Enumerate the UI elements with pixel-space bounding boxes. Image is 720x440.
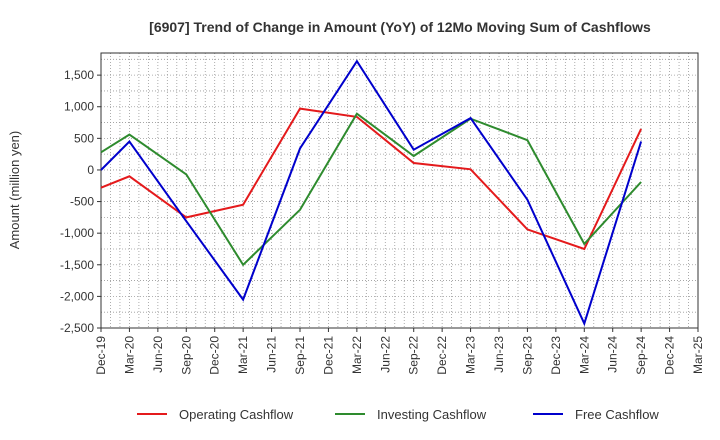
y-tick-label: -500 (70, 195, 94, 209)
x-tick-label: Mar-25 (691, 336, 705, 374)
x-tick-label: Mar-23 (464, 336, 478, 374)
x-tick-label: Jun-23 (492, 336, 506, 373)
legend-item: Investing Cashflow (335, 407, 487, 422)
legend: Operating Cashflow Investing Cashflow Free… (137, 407, 659, 422)
x-tick-label: Dec-24 (663, 336, 677, 375)
x-tick-label: Dec-19 (94, 336, 108, 375)
x-tick-label: Mar-21 (236, 336, 250, 374)
x-tick-label: Sep-22 (407, 336, 421, 375)
x-tick-label: Jun-24 (606, 336, 620, 373)
y-axis-label: Amount (million yen) (7, 131, 22, 250)
x-tick-label: Mar-24 (577, 336, 591, 374)
series-line-free-cashflow (100, 59, 643, 327)
y-tick-label: 0 (87, 163, 94, 177)
x-tick-label: Sep-23 (520, 336, 534, 375)
plot-area (101, 53, 698, 328)
x-tick-label: Sep-24 (634, 336, 648, 375)
series-line-operating-cashflow (100, 107, 643, 251)
y-tick-label: 1,500 (64, 68, 94, 82)
grid (101, 53, 698, 328)
plot-frame (100, 52, 699, 329)
x-tick-label: Mar-22 (350, 336, 364, 374)
y-tick-label: -2,500 (60, 321, 94, 335)
x-tick-label: Dec-22 (435, 336, 449, 375)
x-tick-label: Jun-22 (378, 336, 392, 373)
legend-label: Free Cashflow (575, 407, 659, 422)
legend-label: Investing Cashflow (377, 407, 487, 422)
x-tick-label: Jun-21 (265, 336, 279, 373)
legend-item: Operating Cashflow (137, 407, 294, 422)
x-tick-label: Sep-20 (179, 336, 193, 375)
legend-item: Free Cashflow (533, 407, 659, 422)
y-tick-label: -1,000 (60, 226, 94, 240)
series-line-investing-cashflow (100, 112, 642, 267)
x-tick-label: Mar-20 (122, 336, 136, 374)
x-axis: Dec-19 Mar-20 Jun-20 Sep-20 Dec-20 Mar-21 Jun-… (94, 328, 705, 375)
y-tick-label: 500 (74, 131, 94, 145)
series-group (100, 59, 643, 327)
x-tick-label: Jun-20 (151, 336, 165, 373)
x-tick-label: Dec-20 (208, 336, 222, 375)
chart-title: [6907] Trend of Change in Amount (YoY) o… (149, 19, 651, 35)
x-tick-label: Sep-21 (293, 336, 307, 375)
y-tick-label: -1,500 (60, 258, 94, 272)
legend-label: Operating Cashflow (179, 407, 294, 422)
x-tick-label: Dec-21 (321, 336, 335, 375)
y-tick-label: -2,000 (60, 289, 94, 303)
y-axis: 1,500 1,000 500 0 -500 -1,000 -1,500 -2,000 -2,5… (60, 68, 101, 335)
y-tick-label: 1,000 (64, 100, 94, 114)
x-tick-label: Dec-23 (549, 336, 563, 375)
